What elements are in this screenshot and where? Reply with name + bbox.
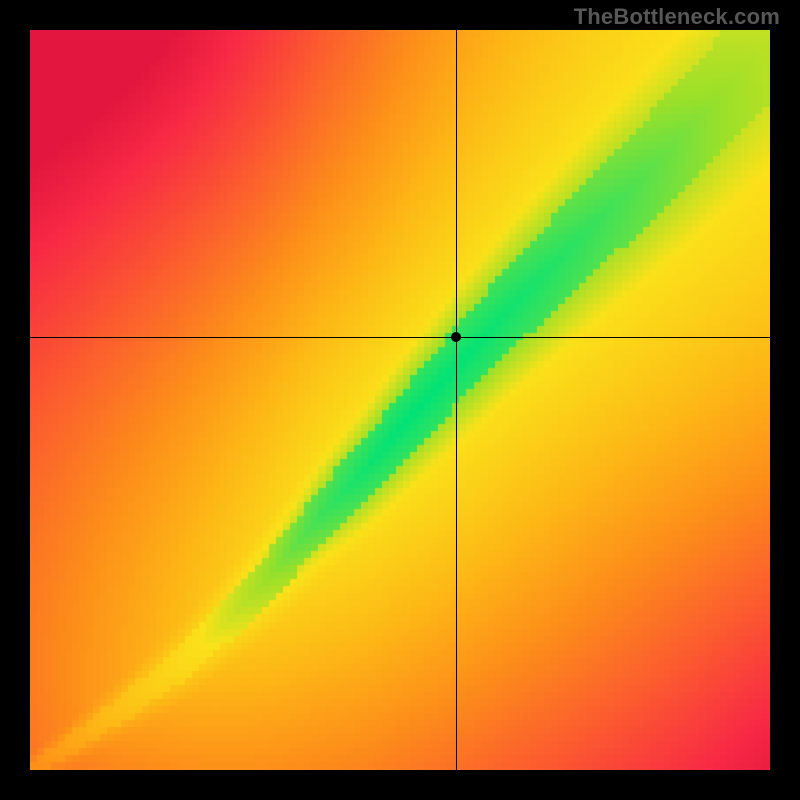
- chart-container: TheBottleneck.com: [0, 0, 800, 800]
- watermark-text: TheBottleneck.com: [574, 4, 780, 30]
- heatmap-canvas: [30, 30, 770, 770]
